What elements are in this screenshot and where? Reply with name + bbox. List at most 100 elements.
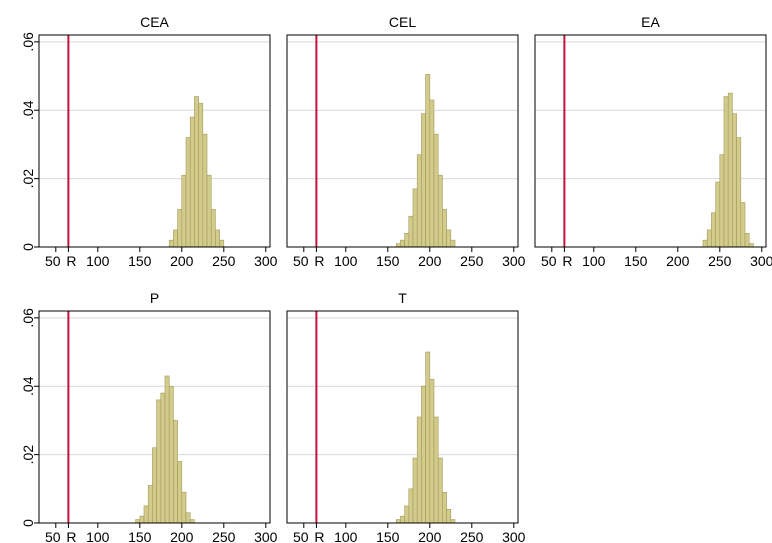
histogram-bar <box>206 174 212 248</box>
x-tick-label: 150 <box>376 253 400 269</box>
histogram-bar <box>189 116 195 248</box>
histogram-bar <box>429 99 435 248</box>
histogram-bar <box>437 174 443 248</box>
panel-title: T <box>398 290 407 306</box>
histogram-bar <box>425 74 431 248</box>
x-tick-label: 150 <box>376 529 400 543</box>
histogram-bar <box>412 457 418 524</box>
x-tick-label: 150 <box>128 253 152 269</box>
x-tick-label: 100 <box>334 253 358 269</box>
histogram-bar <box>160 392 166 524</box>
x-tick-label: 50 <box>293 529 309 543</box>
x-tick-label: 300 <box>254 529 278 543</box>
histogram-bar <box>736 137 742 248</box>
plot-frame <box>286 34 519 248</box>
histogram-bar <box>139 515 145 524</box>
histogram-bar <box>429 379 435 524</box>
x-tick-label: 200 <box>170 529 194 543</box>
x-tick-label: 100 <box>86 253 110 269</box>
panel-title: CEL <box>389 14 416 30</box>
histogram-bar <box>711 212 716 248</box>
histogram-bar <box>202 133 208 248</box>
histogram-bar <box>156 399 162 524</box>
histogram-bar <box>168 239 174 248</box>
x-tick-label: 200 <box>666 253 690 269</box>
histogram-bar <box>421 385 426 524</box>
x-tick-label: 100 <box>334 529 358 543</box>
x-tick-label: 250 <box>212 529 236 543</box>
histogram-bar <box>173 420 178 524</box>
histogram-bar <box>433 416 439 524</box>
histogram-bar <box>219 239 225 248</box>
y-tick-label: .04 <box>20 376 36 396</box>
histogram-bar <box>404 505 410 524</box>
histogram-bar <box>143 505 149 524</box>
plot-frame <box>38 310 271 524</box>
y-tick-label: .06 <box>20 32 36 52</box>
panel-cea: CEA 50 R 100 150 200 250 300 0 .02 .04 .06 <box>20 14 278 269</box>
histogram-bar <box>412 188 418 248</box>
histogram-bar <box>421 113 426 248</box>
histogram-bar <box>400 515 405 524</box>
histogram-bar <box>210 209 216 248</box>
x-tick-label: 300 <box>254 253 278 269</box>
panel-title: P <box>150 290 159 306</box>
x-tick-label: 150 <box>128 529 152 543</box>
x-tick-label: 200 <box>170 253 194 269</box>
x-tick-label: 150 <box>624 253 648 269</box>
x-tick-label: 50 <box>45 529 61 543</box>
histogram-bar <box>723 96 729 248</box>
x-tick-label: R <box>314 529 324 543</box>
histogram-bar <box>446 229 452 248</box>
histogram-bar <box>442 209 447 248</box>
x-tick-label: 50 <box>293 253 309 269</box>
x-tick-label: R <box>562 253 572 269</box>
histogram-bar <box>416 154 422 248</box>
histogram-bar <box>740 202 746 248</box>
histogram-bar <box>181 174 187 248</box>
histogram-bar <box>706 229 712 248</box>
panel-cel: CEL 50 R 100 150 200 250 300 <box>286 14 526 269</box>
histogram-bar <box>450 519 456 524</box>
histogram-bar <box>408 215 414 248</box>
panel-ea: EA 50 R 100 150 200 250 300 <box>534 14 772 269</box>
histogram-bar <box>719 154 725 248</box>
y-tick-label: .02 <box>20 445 36 465</box>
histogram-bar <box>185 512 191 524</box>
x-tick-label: 100 <box>582 253 606 269</box>
histogram-bar <box>732 113 737 248</box>
x-tick-label: 250 <box>460 253 484 269</box>
x-tick-label: R <box>314 253 324 269</box>
histogram-bar <box>715 181 721 248</box>
histogram-bar <box>727 92 733 248</box>
x-tick-label: 50 <box>45 253 61 269</box>
histogram-bar <box>152 447 157 524</box>
histogram-bar <box>446 509 452 524</box>
histogram-bar <box>189 519 195 524</box>
histogram-bar <box>181 491 187 524</box>
histogram-bar <box>395 243 401 248</box>
x-tick-label: R <box>66 529 76 543</box>
y-tick-label: .04 <box>20 100 36 120</box>
x-tick-label: 100 <box>86 529 110 543</box>
x-tick-label: 250 <box>212 253 236 269</box>
histogram-bar <box>425 351 431 524</box>
histogram-bar <box>177 461 183 524</box>
histogram-bar <box>395 519 401 524</box>
x-tick-label: 50 <box>541 253 557 269</box>
histogram-bar <box>748 243 754 248</box>
panel-t: T 50 R 100 150 200 250 300 <box>286 290 526 543</box>
histogram-bar <box>135 519 141 524</box>
panel-title: EA <box>641 14 660 30</box>
panel-p: P 50 R 100 150 200 250 300 0 .02 .04 .06 <box>20 290 278 543</box>
histogram-bar <box>442 491 447 524</box>
plot-frame <box>286 310 519 524</box>
histogram-bar <box>147 485 153 524</box>
y-tick-label: 0 <box>20 243 36 251</box>
plot-frame <box>534 34 767 248</box>
x-tick-label: 250 <box>708 253 732 269</box>
x-tick-label: 200 <box>418 253 442 269</box>
histogram-bar <box>185 137 191 248</box>
histogram-bar <box>744 233 750 248</box>
